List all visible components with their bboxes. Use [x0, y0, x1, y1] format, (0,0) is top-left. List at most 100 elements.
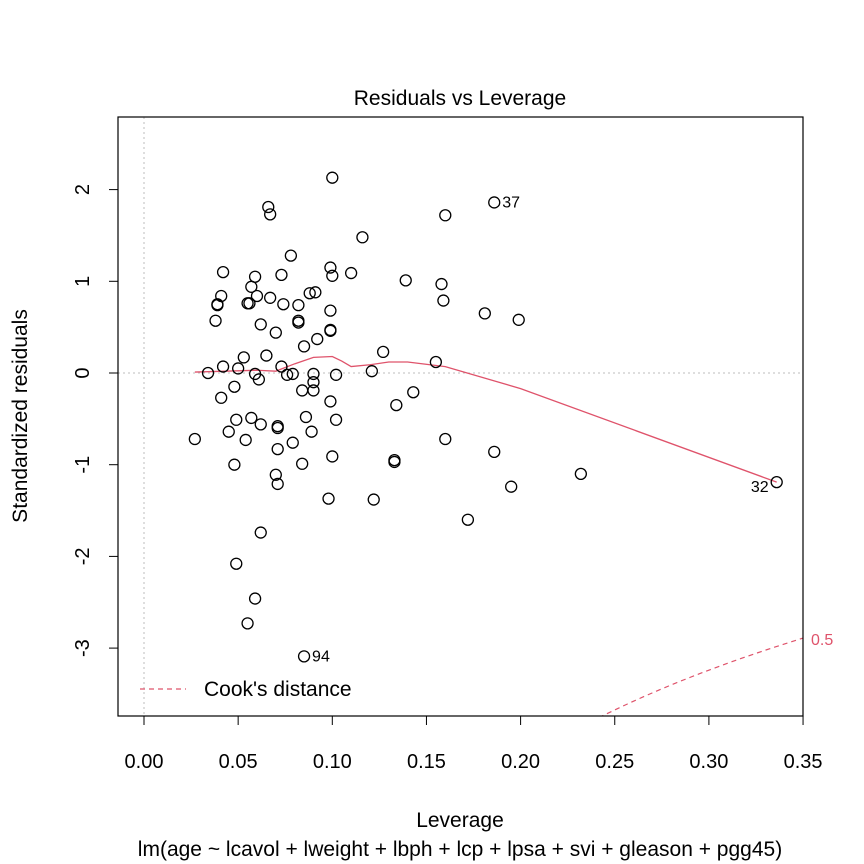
- x-tick-label: 0.00: [125, 751, 164, 773]
- data-point: [275, 268, 288, 282]
- x-tick-label: 0.10: [313, 751, 352, 773]
- data-point: [488, 445, 501, 459]
- data-point: [435, 277, 448, 291]
- data-point: [311, 332, 324, 346]
- data-point: [329, 413, 343, 426]
- data-point: [271, 477, 284, 491]
- data-point: [245, 280, 258, 293]
- data-point: [770, 475, 783, 489]
- cooks-contour-label: 0.5: [811, 632, 833, 649]
- data-point: [254, 418, 267, 431]
- data-point: [307, 384, 320, 397]
- data-point: [211, 298, 224, 311]
- data-point: [390, 398, 403, 412]
- data-point: [309, 286, 322, 299]
- data-point: [303, 287, 316, 300]
- data-point: [324, 324, 337, 337]
- data-point: [280, 368, 294, 381]
- data-point: [429, 355, 443, 369]
- y-tick-label: -3: [72, 639, 94, 657]
- plot-frame: [117, 116, 804, 717]
- data-point: [243, 297, 256, 310]
- x-tick-label: 0.20: [501, 751, 540, 773]
- data-point: [344, 266, 358, 280]
- data-point: [478, 307, 491, 320]
- data-point: [269, 468, 282, 481]
- point-label-94: 94: [312, 648, 330, 665]
- cooks-contour: [600, 637, 803, 716]
- data-point: [260, 349, 273, 362]
- data-point: [230, 557, 243, 570]
- data-point: [254, 318, 267, 331]
- data-point: [505, 480, 518, 493]
- data-point: [230, 413, 243, 426]
- data-point: [324, 261, 337, 274]
- data-point: [356, 231, 369, 244]
- data-point: [248, 270, 262, 283]
- data-point: [264, 291, 277, 304]
- data-point: [277, 298, 290, 311]
- legend-label: Cook's distance: [204, 678, 352, 701]
- data-point: [269, 326, 282, 339]
- data-point: [241, 617, 254, 630]
- data-point: [188, 432, 201, 446]
- data-point: [322, 492, 335, 505]
- x-tick-label: 0.30: [689, 751, 728, 773]
- data-point: [307, 367, 320, 381]
- point-label-32: 32: [751, 479, 769, 496]
- x-tick-label: 0.15: [407, 751, 446, 773]
- data-point: [439, 432, 452, 446]
- data-point: [275, 360, 288, 373]
- data-point: [296, 457, 309, 470]
- data-point: [307, 376, 320, 389]
- y-tick-label: 1: [72, 276, 94, 287]
- data-point: [222, 425, 235, 438]
- data-point: [264, 208, 277, 221]
- data-point: [262, 200, 275, 214]
- data-point: [297, 650, 311, 663]
- data-point: [254, 526, 267, 539]
- x-tick-label: 0.25: [595, 751, 634, 773]
- data-point: [231, 362, 245, 375]
- data-point: [252, 373, 266, 386]
- data-point: [292, 316, 305, 329]
- data-point: [271, 442, 284, 456]
- data-point: [512, 313, 525, 326]
- legend: Cook's distance: [140, 678, 352, 701]
- data-point: [388, 455, 401, 469]
- model-formula-subtitle: lm(age ~ lcavol + lweight + lbph + lcp +…: [138, 838, 782, 861]
- data-point: [305, 425, 318, 438]
- data-point: [367, 493, 380, 506]
- data-point: [324, 304, 337, 317]
- data-point: [296, 384, 309, 397]
- y-tick-label: 0: [72, 367, 94, 378]
- data-point: [324, 395, 337, 408]
- data-point: [248, 592, 262, 605]
- data-point: [245, 411, 258, 425]
- data-point: [216, 360, 230, 373]
- data-point: [461, 513, 475, 526]
- data-point: [326, 171, 339, 184]
- data-point: [574, 467, 588, 481]
- data-point: [228, 458, 241, 471]
- x-tick-label: 0.05: [219, 751, 258, 773]
- data-point: [326, 450, 339, 463]
- data-point: [376, 345, 390, 359]
- y-axis-label: Standardized residuals: [9, 309, 32, 523]
- y-tick-label: -1: [72, 456, 94, 474]
- data-point: [437, 294, 450, 307]
- x-axis-label: Leverage: [416, 809, 504, 832]
- point-label-37: 37: [502, 194, 520, 211]
- y-tick-label: -2: [72, 548, 94, 566]
- cooks-distance-curve: [600, 637, 803, 716]
- data-point: [216, 265, 230, 279]
- data-point: [407, 386, 420, 399]
- data-point: [215, 391, 228, 404]
- data-point: [250, 289, 264, 303]
- data-point: [237, 351, 250, 364]
- data-point: [329, 368, 343, 381]
- data-point: [326, 269, 339, 282]
- data-point: [365, 365, 378, 378]
- data-point: [297, 340, 311, 353]
